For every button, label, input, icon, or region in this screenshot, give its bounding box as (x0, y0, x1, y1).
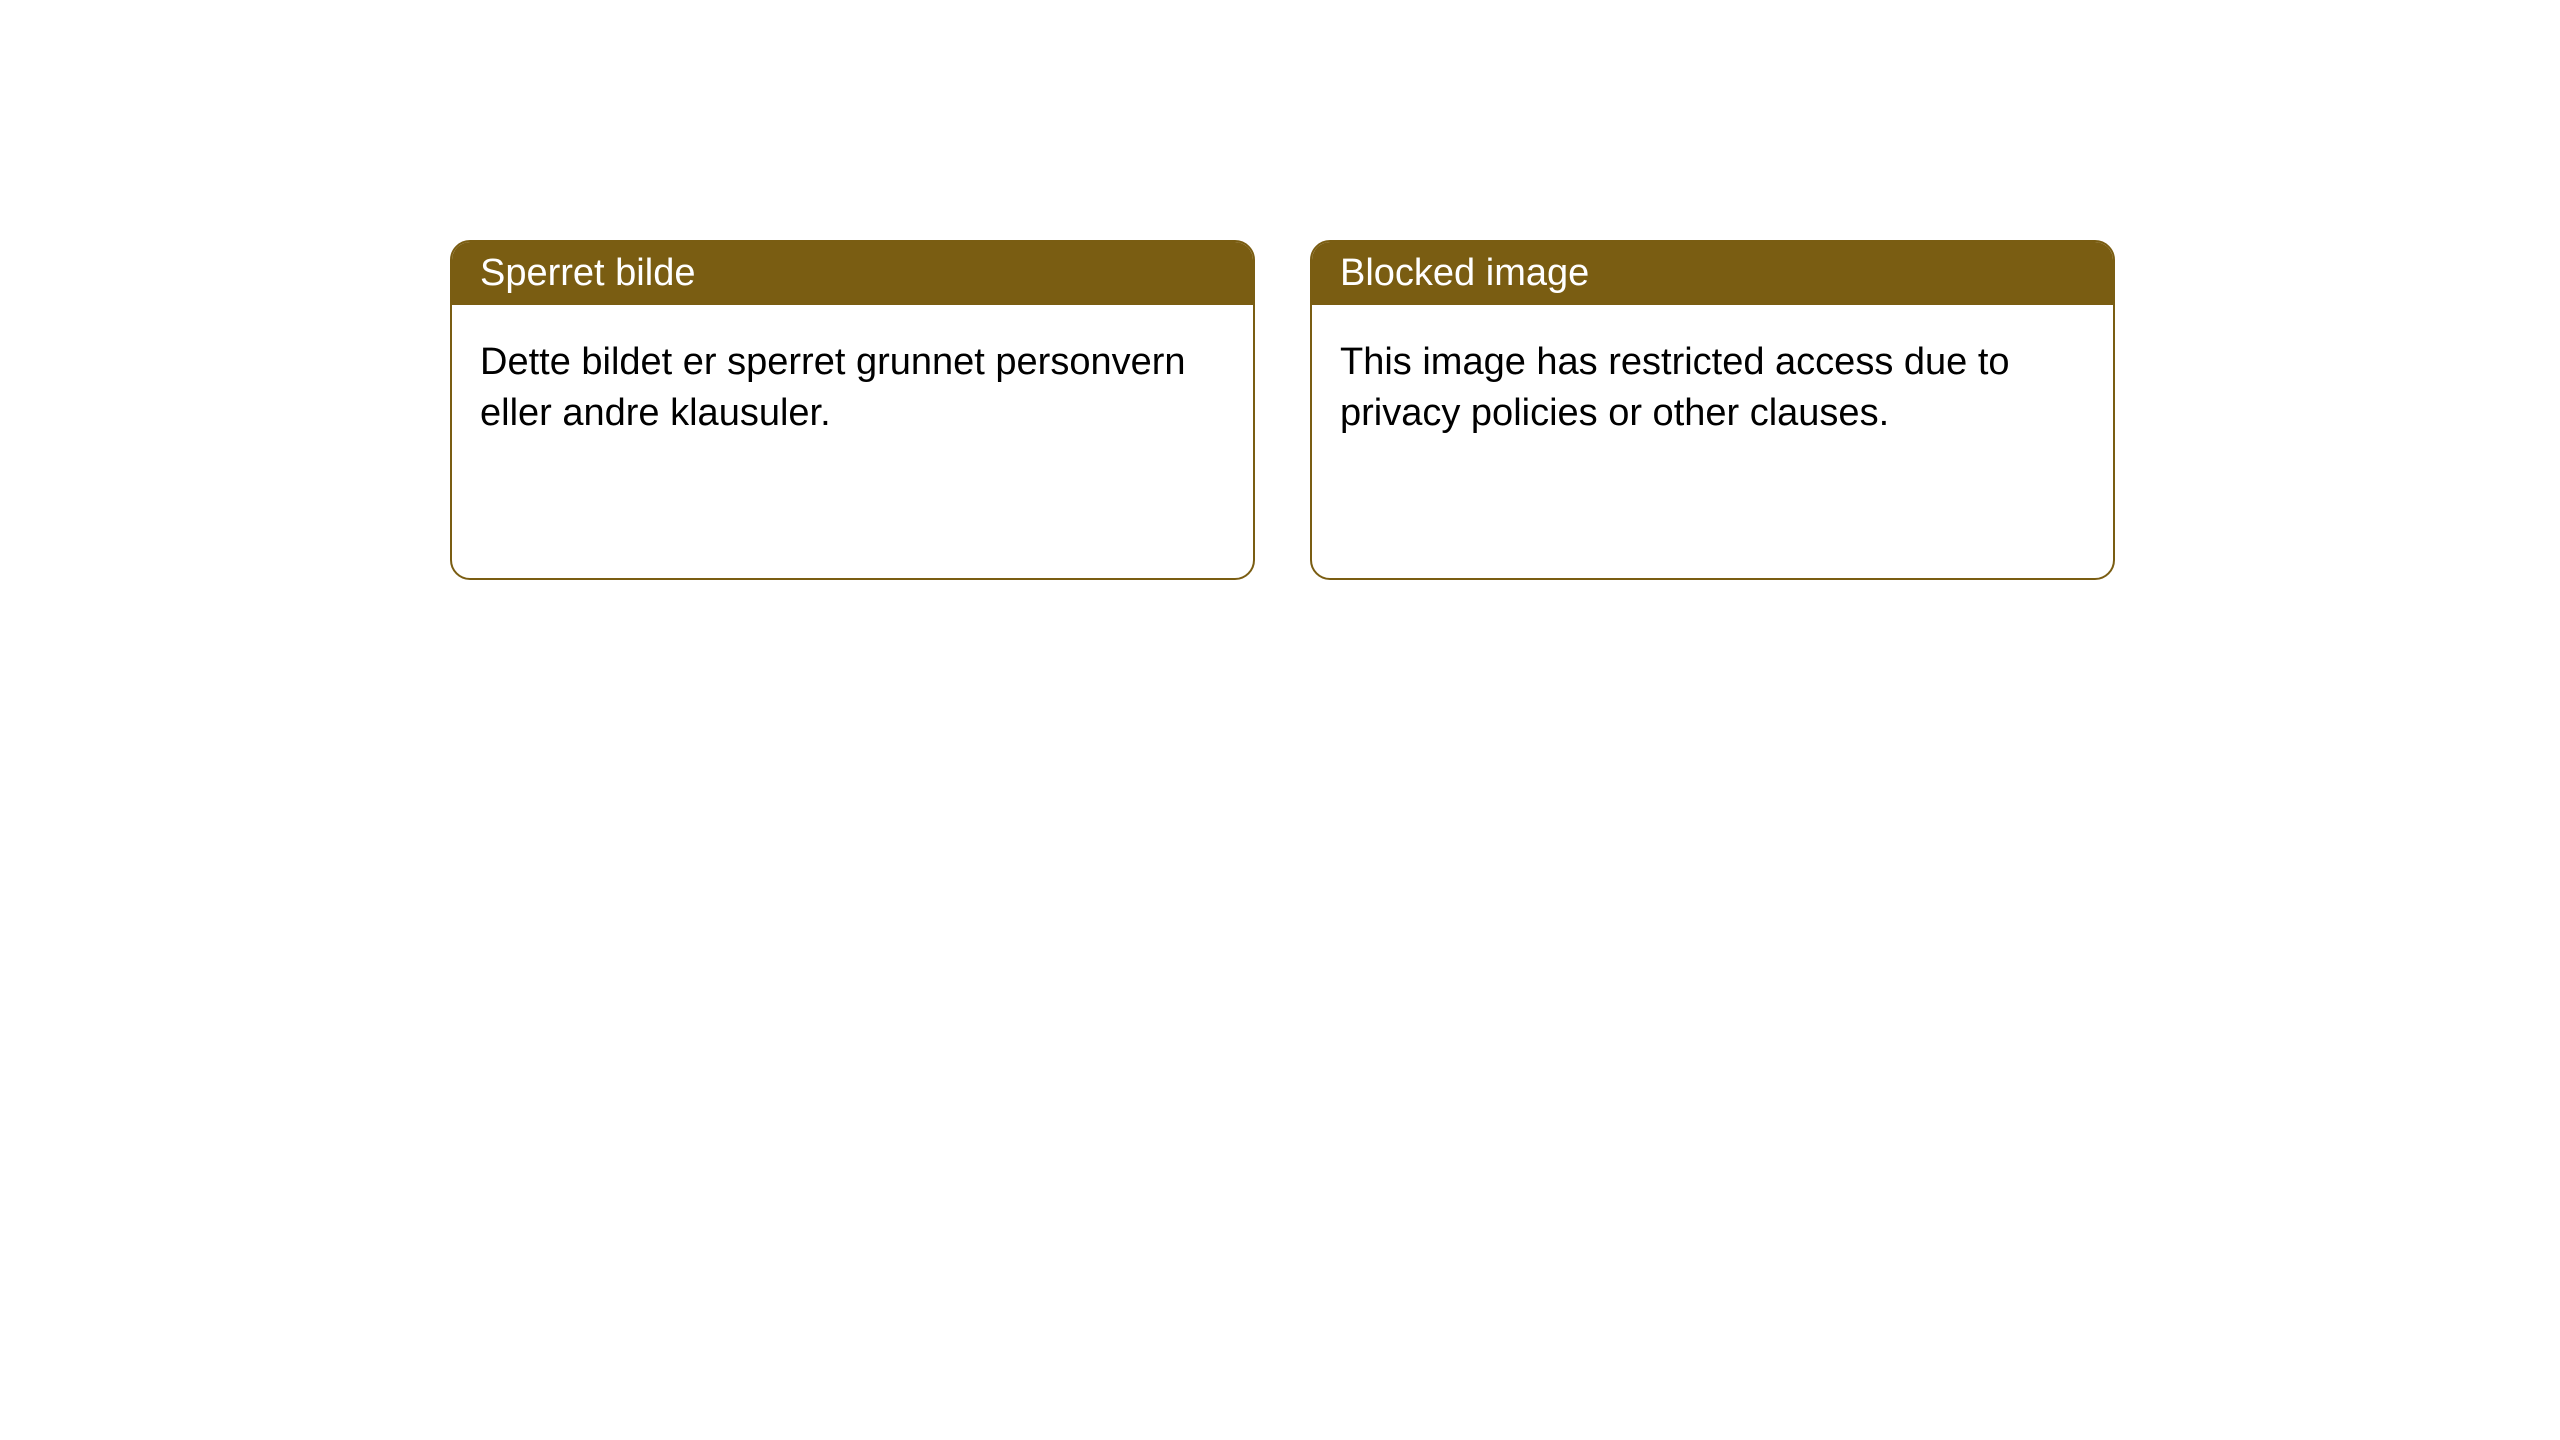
notice-body-no: Dette bildet er sperret grunnet personve… (452, 305, 1253, 472)
notice-title-no: Sperret bilde (452, 242, 1253, 305)
notice-body-en: This image has restricted access due to … (1312, 305, 2113, 472)
notice-card-no: Sperret bilde Dette bildet er sperret gr… (450, 240, 1255, 580)
blocked-image-notices: Sperret bilde Dette bildet er sperret gr… (0, 0, 2560, 580)
notice-title-en: Blocked image (1312, 242, 2113, 305)
notice-card-en: Blocked image This image has restricted … (1310, 240, 2115, 580)
